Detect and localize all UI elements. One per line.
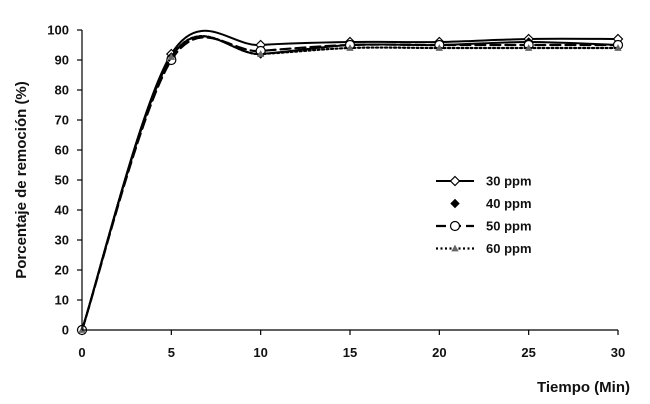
y-tick-label: 20 — [55, 263, 69, 278]
y-tick-label: 70 — [55, 113, 69, 128]
x-tick-label: 30 — [611, 345, 625, 360]
legend-label: 40 ppm — [486, 196, 532, 211]
data-point — [167, 53, 176, 60]
x-axis-ticks: 0 5 10 15 20 25 30 — [78, 330, 625, 360]
x-axis-title: Tiempo (Min) — [537, 379, 630, 396]
series-50-ppm — [76, 36, 624, 336]
y-tick-label: 0 — [62, 323, 69, 338]
data-point — [346, 44, 354, 51]
series-line — [81, 35, 619, 331]
x-tick-label: 0 — [78, 345, 85, 360]
legend-item: 40 ppm — [450, 196, 532, 211]
x-tick-label: 5 — [168, 345, 175, 360]
data-point — [256, 50, 265, 57]
legend-marker — [451, 244, 459, 252]
x-tick-label: 25 — [521, 345, 535, 360]
y-tick-label: 30 — [55, 233, 69, 248]
x-tick-label: 20 — [432, 345, 446, 360]
y-tick-label: 100 — [47, 23, 69, 38]
legend-label: 30 ppm — [486, 174, 532, 189]
y-tick-label: 40 — [55, 203, 69, 218]
y-tick-label: 10 — [55, 293, 69, 308]
data-point — [614, 44, 622, 51]
series-line — [80, 36, 620, 332]
y-tick-label: 80 — [55, 83, 69, 98]
legend: 30 ppm 40 ppm 50 ppm 60 ppm — [436, 174, 532, 256]
x-tick-label: 15 — [343, 345, 357, 360]
legend-label: 50 ppm — [486, 219, 532, 234]
legend-marker — [449, 175, 461, 187]
legend-label: 60 ppm — [486, 241, 532, 256]
data-point — [524, 44, 533, 51]
y-tick-label: 60 — [55, 143, 69, 158]
data-point — [435, 44, 444, 51]
series-line — [80, 35, 620, 332]
series-30-ppm — [76, 30, 624, 336]
series-layer — [76, 30, 624, 336]
x-tick-label: 10 — [253, 345, 267, 360]
legend-item: 50 ppm — [436, 219, 532, 234]
legend-marker — [450, 198, 460, 209]
series-60-ppm — [78, 35, 622, 333]
legend-marker — [449, 220, 461, 232]
y-axis-ticks: 0 10 20 30 40 50 60 70 80 90 100 — [47, 23, 82, 338]
y-tick-label: 50 — [55, 173, 69, 188]
y-axis-title: Porcentaje de remoción (%) — [13, 81, 30, 279]
legend-item: 60 ppm — [436, 241, 532, 256]
legend-item: 30 ppm — [436, 174, 532, 189]
y-tick-label: 90 — [55, 53, 69, 68]
